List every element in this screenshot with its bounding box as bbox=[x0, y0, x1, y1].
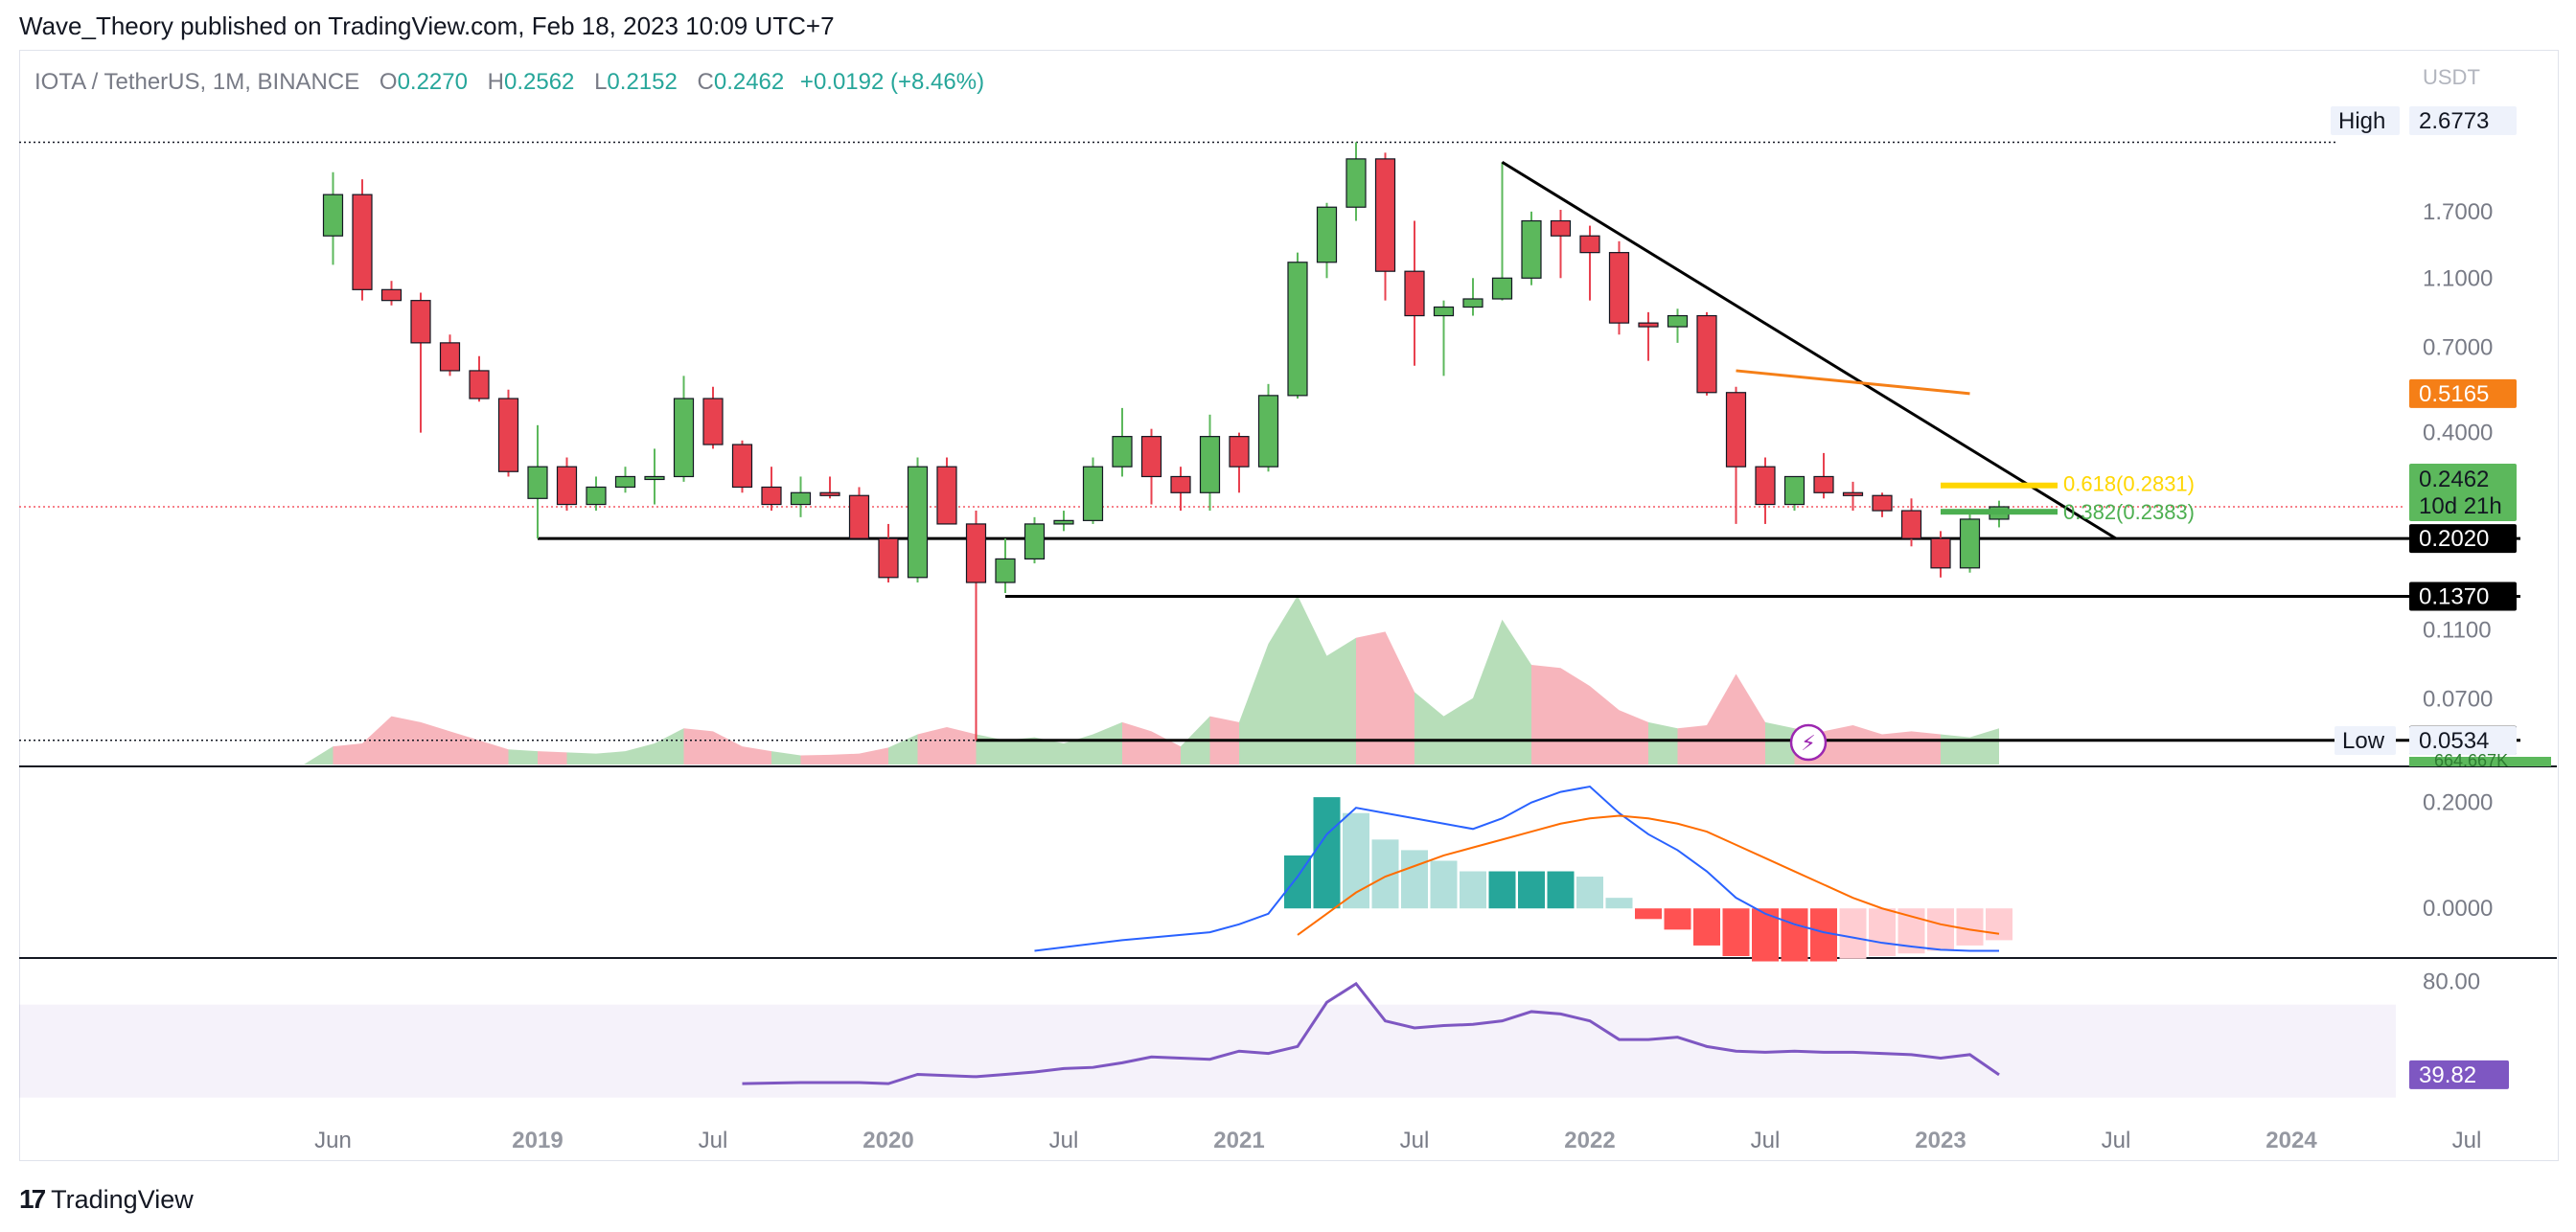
close-label: C bbox=[697, 69, 714, 95]
high-label: H bbox=[487, 69, 504, 95]
tradingview-logo-icon: 17 bbox=[19, 1184, 46, 1214]
symbol-title[interactable]: IOTA / TetherUS, 1M, BINANCE bbox=[34, 69, 360, 95]
low-label: L bbox=[594, 69, 608, 95]
open-label: O bbox=[379, 69, 398, 95]
close-value: 0.2462 bbox=[713, 69, 785, 95]
chart-frame[interactable] bbox=[19, 50, 2559, 1161]
high-value: 0.2562 bbox=[503, 69, 575, 95]
low-value: 0.2152 bbox=[607, 69, 678, 95]
tradingview-brand: TradingView bbox=[51, 1184, 194, 1214]
publisher-line: Wave_Theory published on TradingView.com… bbox=[19, 11, 835, 40]
tradingview-logo[interactable]: 17 TradingView bbox=[19, 1184, 194, 1215]
open-value: 0.2270 bbox=[397, 69, 468, 95]
symbol-legend: IOTA / TetherUS, 1M, BINANCE O0.2270 H0.… bbox=[34, 69, 984, 96]
change-value: +0.0192 (+8.46%) bbox=[799, 69, 985, 95]
